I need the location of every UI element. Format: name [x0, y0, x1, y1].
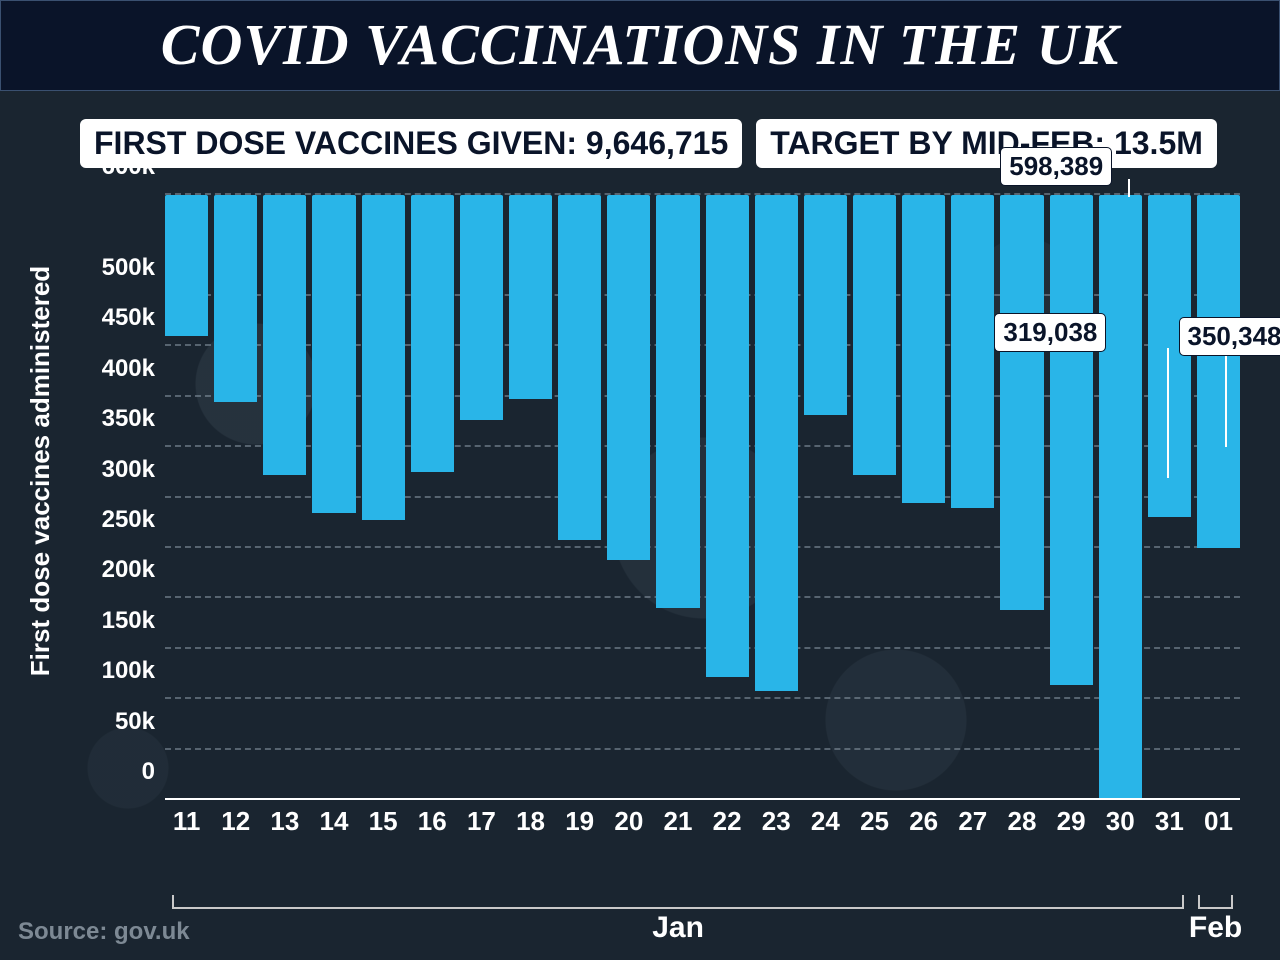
callout-leader-line: [1225, 351, 1227, 447]
x-tick-label: 19: [565, 806, 594, 837]
bar: [165, 195, 208, 336]
bar-column: 01: [1197, 195, 1240, 800]
bar: [509, 195, 552, 399]
y-tick-label: 50k: [115, 708, 165, 736]
bar: [263, 195, 306, 475]
bar-column: 23: [755, 195, 798, 800]
x-tick-label: 12: [221, 806, 250, 837]
y-tick-label: 250k: [102, 506, 165, 534]
bar: [1050, 195, 1093, 685]
x-tick-label: 26: [909, 806, 938, 837]
x-tick-label: 25: [860, 806, 889, 837]
bar: [1197, 195, 1240, 548]
x-tick-label: 29: [1057, 806, 1086, 837]
callout-label: 319,038: [994, 313, 1106, 352]
bar-column: 21: [656, 195, 699, 800]
info-pill-first-dose: FIRST DOSE VACCINES GIVEN: 9,646,715: [80, 119, 742, 168]
x-tick-label: 15: [369, 806, 398, 837]
y-axis-label: First dose vaccines administered: [25, 266, 56, 676]
month-bracket: [172, 895, 1183, 909]
bar-column: 28: [1000, 195, 1043, 800]
x-tick-label: 21: [664, 806, 693, 837]
bar-column: 31: [1148, 195, 1191, 800]
x-tick-label: 28: [1007, 806, 1036, 837]
bar: [902, 195, 945, 503]
bar: [804, 195, 847, 415]
bar-column: 15: [362, 195, 405, 800]
bar: [1099, 195, 1142, 798]
bar: [1148, 195, 1191, 517]
x-tick-label: 30: [1106, 806, 1135, 837]
x-tick-label: 01: [1204, 806, 1233, 837]
bar-column: 26: [902, 195, 945, 800]
x-tick-label: 22: [713, 806, 742, 837]
y-tick-label: 400k: [102, 355, 165, 383]
bar-column: 11: [165, 195, 208, 800]
bar-column: 30: [1099, 195, 1142, 800]
y-tick-label: 350k: [102, 405, 165, 433]
bar-column: 25: [853, 195, 896, 800]
y-tick-label: 500k: [102, 254, 165, 282]
bar-column: 14: [312, 195, 355, 800]
callout-leader-line: [1128, 179, 1130, 197]
x-tick-label: 31: [1155, 806, 1184, 837]
bar: [214, 195, 257, 402]
x-tick-label: 23: [762, 806, 791, 837]
header-bar: COVID VACCINATIONS IN THE UK: [0, 0, 1280, 91]
bar: [558, 195, 601, 540]
y-tick-label: 200k: [102, 556, 165, 584]
y-tick-label: 450k: [102, 304, 165, 332]
bar-column: 17: [460, 195, 503, 800]
bar-column: 20: [607, 195, 650, 800]
x-tick-label: 17: [467, 806, 496, 837]
bar: [755, 195, 798, 691]
bar-column: 12: [214, 195, 257, 800]
x-tick-label: 11: [173, 806, 201, 837]
bar-column: 22: [706, 195, 749, 800]
x-tick-label: 27: [958, 806, 987, 837]
bar: [951, 195, 994, 508]
x-tick-label: 18: [516, 806, 545, 837]
bar: [853, 195, 896, 475]
info-pill-target: TARGET BY MID-FEB: 13.5M: [756, 119, 1217, 168]
source-text: Source: gov.uk: [18, 918, 190, 946]
bar: [411, 195, 454, 472]
y-tick-label: 600k: [102, 153, 165, 181]
bar-column: 13: [263, 195, 306, 800]
y-tick-label: 150k: [102, 607, 165, 635]
bar-column: 18: [509, 195, 552, 800]
bar: [656, 195, 699, 608]
chart-area: First dose vaccines administered 050k100…: [40, 185, 1250, 900]
y-tick-label: 0: [142, 758, 165, 786]
bar-column: 27: [951, 195, 994, 800]
bar-column: 19: [558, 195, 601, 800]
month-bracket: [1198, 895, 1232, 909]
y-tick-label: 300k: [102, 456, 165, 484]
bar-column: 16: [411, 195, 454, 800]
x-tick-label: 16: [418, 806, 447, 837]
plot-area: 050k100k150k200k250k300k350k400k450k500k…: [165, 195, 1240, 800]
x-tick-label: 13: [270, 806, 299, 837]
bar: [362, 195, 405, 520]
callout-leader-line: [1167, 348, 1169, 478]
x-tick-label: 20: [614, 806, 643, 837]
callout-label: 598,389: [1000, 147, 1112, 186]
bar: [460, 195, 503, 420]
callout-label: 350,348: [1179, 317, 1280, 356]
x-tick-label: 24: [811, 806, 840, 837]
bar-column: 24: [804, 195, 847, 800]
y-tick-label: 100k: [102, 657, 165, 685]
page-title: COVID VACCINATIONS IN THE UK: [1, 11, 1279, 78]
bar-column: 29: [1050, 195, 1093, 800]
bars-container: 1112131415161718192021222324252627282930…: [165, 195, 1240, 800]
bar: [706, 195, 749, 677]
bar: [312, 195, 355, 513]
month-label: Jan: [652, 911, 704, 945]
x-tick-label: 14: [320, 806, 349, 837]
bar: [1000, 195, 1043, 610]
month-label: Feb: [1189, 911, 1242, 945]
bar: [607, 195, 650, 560]
